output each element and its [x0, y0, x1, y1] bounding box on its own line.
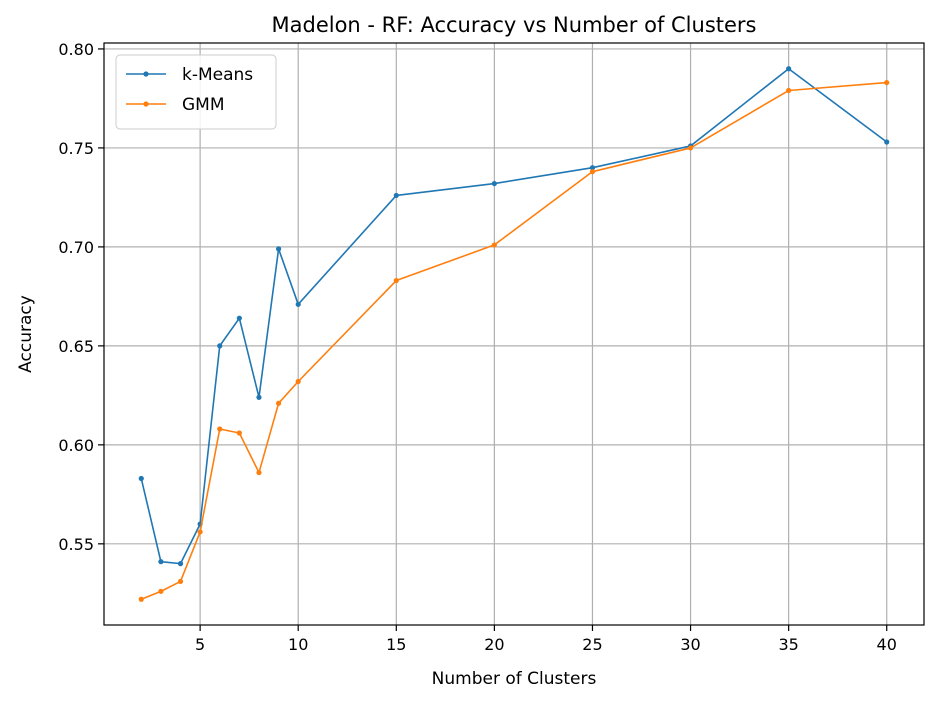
data-point	[256, 469, 262, 476]
legend-label: GMM	[182, 95, 225, 115]
x-tick-label: 10	[288, 635, 308, 654]
legend-marker	[143, 71, 149, 77]
x-axis: 5 10 15 20 25 30 35 40	[195, 625, 897, 654]
data-point	[197, 529, 203, 535]
legend-label: k-Means	[182, 65, 253, 85]
y-tick-label: 0.60	[58, 436, 94, 455]
data-point	[158, 559, 164, 565]
legend: k-Means GMM	[115, 54, 277, 130]
data-point	[177, 561, 184, 567]
x-tick-label: 5	[195, 635, 205, 654]
data-point	[589, 169, 596, 175]
y-tick-label: 0.70	[58, 238, 94, 257]
y-axis: 0.55 0.60 0.65 0.70 0.75 0.80	[58, 40, 104, 554]
data-point	[393, 192, 399, 199]
y-tick-label: 0.75	[58, 139, 94, 158]
y-tick-label: 0.80	[58, 40, 94, 59]
series-gmm	[138, 79, 890, 602]
x-tick-label: 15	[386, 635, 406, 654]
data-point	[217, 343, 223, 349]
data-point	[236, 430, 242, 436]
data-point	[786, 66, 792, 72]
x-tick-label: 25	[582, 635, 602, 654]
data-point	[884, 139, 890, 145]
plot-frame	[103, 42, 925, 626]
data-point	[177, 578, 184, 585]
data-point	[393, 277, 399, 284]
data-point	[295, 301, 301, 307]
chart-title: Madelon - RF: Accuracy vs Number of Clus…	[272, 13, 757, 37]
x-tick-label: 30	[680, 635, 700, 654]
data-point	[786, 87, 792, 94]
y-axis-label: Accuracy	[16, 295, 36, 373]
data-point	[217, 426, 223, 432]
data-point	[256, 394, 262, 400]
data-point	[138, 596, 144, 602]
series-layer	[138, 66, 890, 602]
data-point	[295, 378, 301, 385]
data-point	[687, 145, 694, 151]
x-tick-label: 35	[778, 635, 798, 654]
y-tick-label: 0.65	[58, 337, 94, 356]
data-point	[491, 180, 497, 187]
data-point	[275, 400, 282, 406]
y-tick-label: 0.55	[58, 535, 94, 554]
data-point	[158, 588, 164, 594]
data-point	[491, 242, 497, 248]
data-point	[236, 315, 242, 321]
x-tick-label: 20	[484, 635, 504, 654]
x-tick-label: 40	[877, 635, 897, 654]
x-axis-label: Number of Clusters	[432, 669, 597, 689]
data-point	[138, 475, 144, 482]
legend-marker	[143, 101, 149, 107]
data-point	[275, 246, 282, 252]
data-point	[884, 79, 890, 86]
data-point	[589, 165, 596, 171]
